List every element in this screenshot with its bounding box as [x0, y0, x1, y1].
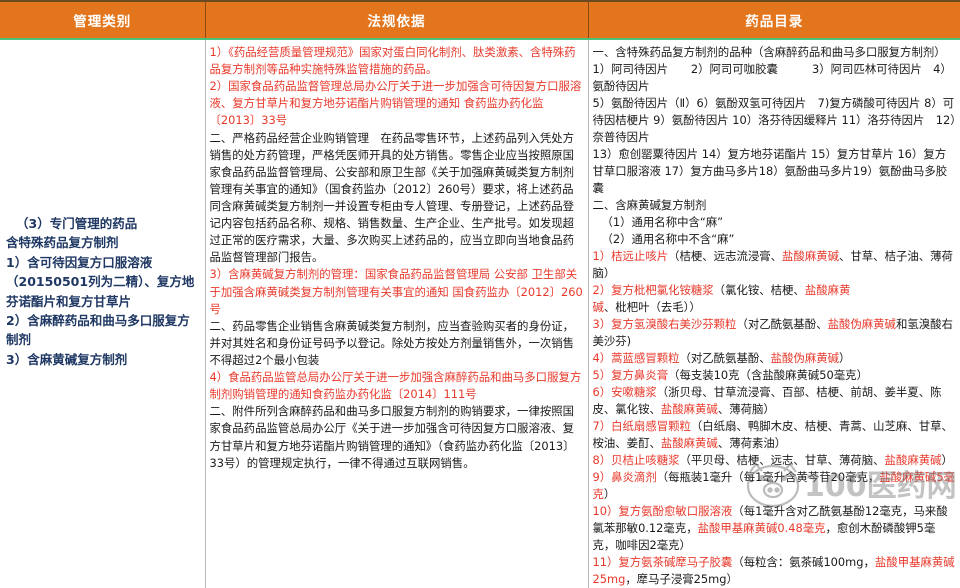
drug-list-item: 6）安嗽糖浆（浙贝母、甘草流浸膏、百部、桔梗、前胡、姜半夏、陈皮、氯化铵、盐酸麻… — [593, 384, 957, 418]
category-item-1: 1）含可待因复方口服溶液（20150501列为二精）、复方地芬诺酯片和复方甘草片 — [6, 254, 195, 309]
drug-item-detail: （桔梗、远志流浸膏、 — [668, 248, 783, 263]
drug-item-name: 蒿蓝感冒颗粒 — [611, 350, 680, 365]
drug-item-highlight: 盐酸麻黄碱 — [592, 282, 851, 314]
drug-item-detail: （氯化铵、桔梗、 — [713, 282, 805, 297]
category-title: （3）专门管理的药品 — [16, 216, 138, 231]
column-header-regulatory-basis: 法规依据 — [205, 2, 589, 40]
drug-item-number: 11） — [592, 554, 619, 569]
drug-item-detail-tail: ） — [839, 350, 851, 365]
cell-management-category: （3）专门管理的药品 含特殊药品复方制剂 1）含可待因复方口服溶液（201505… — [0, 39, 206, 588]
table-header-row: 管理类别 法规依据 药品目录 — [0, 2, 960, 40]
cell-drug-catalog: 一、含特殊药品复方制剂的品种（含麻醉药品和曲马多口服复方制剂） 1）阿司待因片 … — [588, 39, 960, 588]
drug-item-highlight: 盐酸麻黄碱 — [660, 401, 718, 416]
drug-item-number: 5） — [592, 367, 612, 382]
drug-list-item: 2）复方枇杷氯化铵糖浆（氯化铵、桔梗、盐酸麻黄碱、枇杷叶（去毛）） — [593, 282, 957, 316]
category-item-3: 3）含麻黄碱复方制剂 — [6, 351, 128, 367]
regulation-paragraph-4: 3）含麻黄碱复方制剂的管理：国家食品药品监督管理局 公安部 卫生部关于加强含麻黄… — [209, 267, 583, 316]
table-body-row: （3）专门管理的药品 含特殊药品复方制剂 1）含可待因复方口服溶液（201505… — [0, 39, 960, 588]
drug-item-detail: （浙贝母、甘草流浸膏、百部、桔梗、前胡、姜半夏、陈皮、氯化铵、 — [592, 384, 942, 416]
catalog-section-one-line-1: 1）阿司待因片 2）阿司可咖胶囊 3）阿司匹林可待因片 4）氨酚待因片 — [592, 61, 952, 93]
drug-item-detail: （平贝母、桔梗、远志、甘草、薄荷脑、 — [679, 452, 885, 467]
drug-item-number: 9） — [592, 469, 612, 484]
drug-list-item: 9）鼻炎滴剂（每瓶装1毫升（每1毫升含黄芩苷20毫克，盐酸麻黄碱5毫克） — [593, 469, 957, 503]
drug-item-number: 7） — [592, 418, 612, 433]
drug-list-item: 11）复方氨茶碱犘马子胶囊（每粒含：氨茶碱100mg，盐酸甲基麻黄碱25mg，犘… — [593, 554, 957, 588]
regulation-paragraph-2: 2）国家食品药品监督管理总局办公厅关于进一步加强含可待因复方口服溶液、复方甘草片… — [209, 79, 582, 128]
drug-item-number: 2） — [592, 282, 612, 297]
regulation-paragraph-1: 1）《药品经营质量管理规范》国家对蛋白同化制剂、肽类激素、含特殊药品复方制剂等品… — [209, 45, 576, 77]
drug-item-detail-tail: 、薄荷素油） — [717, 435, 787, 450]
drug-item-number: 4） — [592, 350, 612, 365]
drug-item-name: 复方枇杷氯化铵糖浆 — [611, 282, 714, 297]
top-border-rule — [0, 0, 960, 2]
drug-list-item: 10）复方氨酚愈敏口服溶液（每1毫升含对乙酰氨基酚12毫克，马来酸氯苯那敏0.1… — [593, 503, 957, 554]
drug-item-highlight: 盐酸麻黄碱 — [782, 248, 839, 263]
drug-item-name: 复方氨茶碱犘马子胶囊 — [618, 554, 733, 569]
drug-item-highlight: 盐酸麻黄碱 — [884, 452, 942, 467]
drug-item-detail-tail: 、枇杷叶（去毛）） — [603, 299, 701, 314]
drug-item-detail: （每支装10克（含盐酸麻黄碱50毫克） — [668, 367, 868, 382]
catalog-section-two-heading: 二、含麻黄碱复方制剂 — [592, 197, 707, 212]
drug-item-detail: （每粒含：氨茶碱100mg， — [732, 554, 875, 569]
drug-item-detail-tail: 和氢溴酸右美沙芬) — [592, 316, 953, 348]
drug-list-item: 1）桔远止咳片（桔梗、远志流浸膏、盐酸麻黄碱、甘草、桔子油、薄荷脑） — [593, 248, 957, 282]
regulatory-basis-content: 1）《药品经营质量管理规范》国家对蛋白同化制剂、肽类激素、含特殊药品复方制剂等品… — [210, 44, 584, 472]
drug-item-detail-tail: ，犘马子浸膏25mg） — [625, 571, 738, 586]
catalog-section-two-subitem-2: （2）通用名称中不含“麻” — [601, 231, 735, 246]
drug-item-highlight: 盐酸伪麻黄碱 — [770, 350, 839, 365]
drug-item-name: 鼻炎滴剂 — [611, 469, 657, 484]
drug-item-name: 复方鼻炎膏 — [611, 367, 669, 382]
drug-item-name: 安嗽糖浆 — [611, 384, 657, 399]
column-header-drug-catalog: 药品目录 — [588, 2, 960, 40]
drug-item-detail-tail: 、甘草、桔子油、薄荷脑） — [592, 248, 953, 280]
drug-catalog-content: 一、含特殊药品复方制剂的品种（含麻醉药品和曲马多口服复方制剂） 1）阿司待因片 … — [593, 44, 957, 588]
drug-item-detail-tail: ） — [941, 452, 953, 467]
drug-item-detail: （对乙酰氨基酚、 — [736, 316, 828, 331]
drug-item-number: 10） — [592, 503, 619, 518]
column-header-management-category: 管理类别 — [0, 2, 206, 40]
regulation-paragraph-3: 二、严格药品经营企业购销管理 在药品零售环节，上述药品列入凭处方销售的处方药管理… — [209, 130, 575, 265]
drug-list-item: 3）复方氢溴酸右美沙芬颗粒（对乙酰氨基酚、盐酸伪麻黄碱和氢溴酸右美沙芬) — [593, 316, 957, 350]
drug-item-detail: （白纸扇、鸭脚木皮、桔梗、青蒿、山芝麻、甘草、桉油、姜酊、 — [592, 418, 953, 450]
catalog-section-one-line-2: 5）氨酚待因片（Ⅱ）6）氨酚双氢可待因片 7)复方磷酸可待因片 8）可待因桔梗片… — [592, 95, 956, 144]
drug-item-detail: （每1毫升含对乙酰氨基酚12毫克，马来酸氯苯那敏0.12毫克， — [592, 503, 948, 535]
drug-item-name: 复方氢溴酸右美沙芬颗粒 — [611, 316, 737, 331]
drug-item-number: 3） — [592, 316, 612, 331]
catalog-section-one-heading: 一、含特殊药品复方制剂的品种（含麻醉药品和曲马多口服复方制剂） — [592, 45, 946, 59]
drug-list-item: 7）白纸扇感冒颗粒（白纸扇、鸭脚木皮、桔梗、青蒿、山芝麻、甘草、桉油、姜酊、盐酸… — [593, 418, 957, 452]
drug-item-detail-tail: 、薄荷脑） — [717, 401, 775, 416]
drug-list-item: 4）蒿蓝感冒颗粒（对乙酰氨基酚、盐酸伪麻黄碱） — [593, 350, 957, 367]
drug-item-highlight: 盐酸伪麻黄碱 — [827, 316, 896, 331]
drug-item-name: 桔远止咳片 — [611, 248, 669, 263]
category-subtitle: 含特殊药品复方制剂 — [6, 235, 119, 251]
drug-item-detail: （每瓶装1毫升（每1毫升含黄芩苷20毫克， — [656, 469, 880, 484]
drug-item-name: 贝桔止咳糖浆 — [611, 452, 680, 467]
drug-list-item: 8）贝桔止咳糖浆（平贝母、桔梗、远志、甘草、薄荷脑、盐酸麻黄碱） — [593, 452, 957, 469]
drug-item-number: 1） — [592, 248, 612, 263]
catalog-section-two-subitem-1: （1）通用名称中含“麻” — [601, 214, 724, 229]
drug-item-number: 8） — [592, 452, 612, 467]
drug-item-detail-tail: ） — [603, 486, 616, 501]
drug-item-highlight: 盐酸麻黄碱 — [660, 435, 718, 450]
regulation-paragraph-7: 二、附件所列含麻醉药品和曲马多口服复方制剂的购销要求，一律按照国家食品药品监管总… — [209, 404, 575, 470]
regulation-paragraph-6: 4）食品药品监管总局办公厅关于进一步加强含麻醉药品和曲马多口服复方制剂购销管理的… — [209, 370, 582, 402]
drug-list-item: 5）复方鼻炎膏（每支装10克（含盐酸麻黄碱50毫克） — [593, 367, 957, 384]
catalog-section-one-line-3: 13）愈创罂粟待因片 14）复方地芬诺酯片 15）复方甘草片 16）复方甘草口服… — [592, 146, 948, 195]
cell-regulatory-basis: 1）《药品经营质量管理规范》国家对蛋白同化制剂、肽类激素、含特殊药品复方制剂等品… — [205, 39, 589, 588]
drug-item-name: 复方氨酚愈敏口服溶液 — [618, 503, 733, 518]
drug-item-highlight: 盐酸甲基麻黄碱0.48毫克 — [697, 520, 826, 535]
category-item-2: 2）含麻醉药品和曲马多口服复方制剂 — [6, 312, 190, 348]
management-category-content: （3）专门管理的药品 含特殊药品复方制剂 1）含可待因复方口服溶液（201505… — [6, 214, 199, 369]
drug-list: 1）桔远止咳片（桔梗、远志流浸膏、盐酸麻黄碱、甘草、桔子油、薄荷脑） 2）复方枇杷… — [593, 248, 957, 588]
drug-item-highlight: 盐酸麻黄碱5毫克 — [592, 469, 955, 501]
drug-item-name: 白纸扇感冒颗粒 — [611, 418, 691, 433]
drug-item-detail: （对乙酰氨基酚、 — [679, 350, 771, 365]
drug-item-number: 6） — [592, 384, 612, 399]
regulation-paragraph-5: 二、药品零售企业销售含麻黄碱类复方制剂，应当查验购买者的身份证，并对其姓名和身份… — [209, 318, 575, 367]
